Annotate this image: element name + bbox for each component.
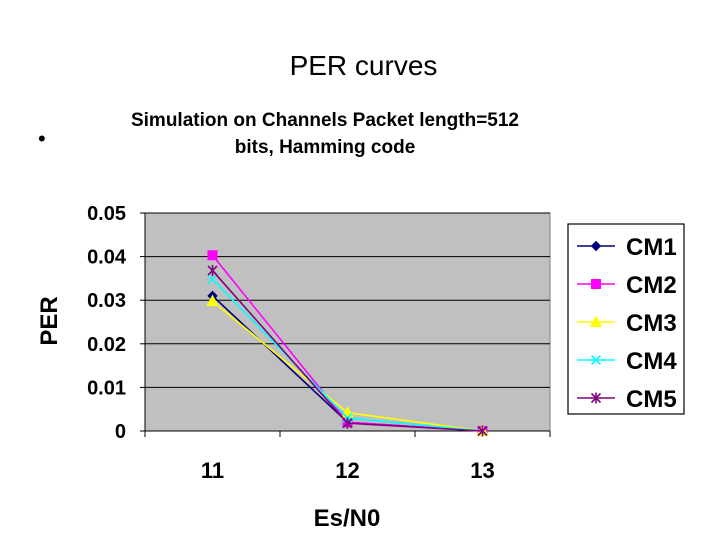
x-axis-label: Es/N0 [314,505,381,532]
x-tick-label: 13 [470,458,494,483]
chart-title-line-1: Simulation on Channels Packet length=512 [131,110,519,131]
x-tick-label: 12 [335,458,359,483]
legend-label-cm2: CM2 [626,272,677,299]
y-tick-label: 0.05 [87,203,126,225]
data-point-cm5 [207,265,218,277]
legend: CM1 CM2 CM3 CM4 CM5 [577,234,677,413]
legend-marker-cm2 [591,279,601,289]
y-tick-label: 0.04 [87,247,127,269]
plot-area [144,212,551,432]
data-point-cm2 [207,250,218,261]
data-point-cm4-stroke-b [207,274,218,285]
data-point-cm4 [207,274,218,285]
y-tick-label: 0.01 [87,377,126,399]
data-point-cm3 [206,294,219,307]
chart-title-line-2: bits, Hamming code [235,137,416,158]
legend-marker-cm4 [590,354,602,366]
legend-marker-cm5 [590,392,602,404]
bullet-point: • [38,126,46,151]
x-tick-label: 11 [201,458,224,483]
series-group [206,250,489,437]
legend-label-cm3: CM3 [626,310,677,337]
legend-marker-cm4-stroke-b [590,354,602,366]
data-point-cm5 [477,425,488,437]
slide-title: PER curves [289,50,438,81]
legend-label-cm4: CM4 [626,348,677,375]
x-tick-labels: 11 12 13 [201,458,495,483]
y-tick-label: 0.02 [87,334,126,356]
y-axis-label: PER [36,296,63,345]
legend-marker-cm3 [589,315,603,327]
y-tick-label: 0.03 [87,290,126,312]
y-tick-labels: 0 0.01 0.02 0.03 0.04 0.05 [87,203,127,443]
legend-box [567,223,685,415]
data-point-cm5 [342,417,353,429]
legend-marker-cm1 [590,240,602,252]
y-tick-label: 0 [115,421,126,443]
legend-label-cm5: CM5 [626,386,677,413]
legend-label-cm1: CM1 [626,234,677,261]
